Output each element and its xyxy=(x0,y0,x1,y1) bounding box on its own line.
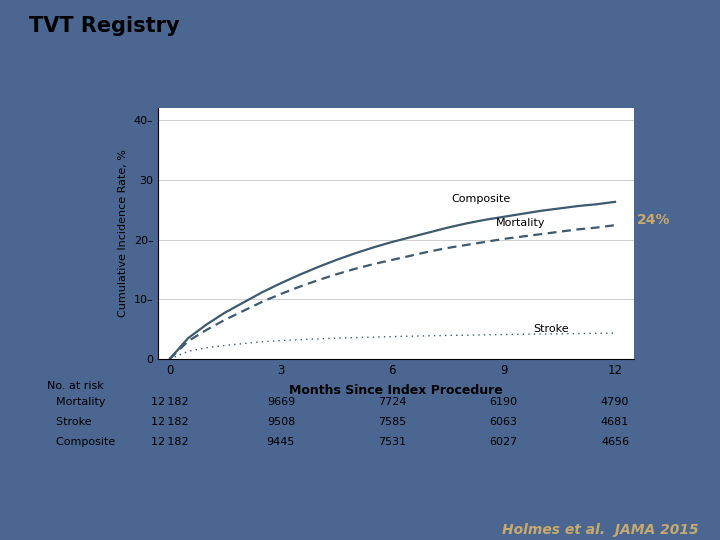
Text: Composite: Composite xyxy=(49,437,115,448)
Text: 4790: 4790 xyxy=(601,397,629,407)
Text: 4681: 4681 xyxy=(601,417,629,427)
Text: Mortality: Mortality xyxy=(496,218,546,228)
Text: Holmes et al.  JAMA 2015: Holmes et al. JAMA 2015 xyxy=(502,523,698,537)
Text: 9669: 9669 xyxy=(267,397,295,407)
Text: 6063: 6063 xyxy=(490,417,518,427)
Text: 12 182: 12 182 xyxy=(150,417,189,427)
Text: 7724: 7724 xyxy=(378,397,407,407)
Y-axis label: Cumulative Incidence Rate, %: Cumulative Incidence Rate, % xyxy=(118,150,128,318)
Text: 9508: 9508 xyxy=(267,417,295,427)
Text: Stroke: Stroke xyxy=(534,324,569,334)
Text: 7531: 7531 xyxy=(378,437,406,448)
Text: 12 182: 12 182 xyxy=(150,397,189,407)
Text: 24%: 24% xyxy=(637,213,671,227)
Text: Mortality: Mortality xyxy=(49,397,105,407)
Text: 6190: 6190 xyxy=(490,397,518,407)
Text: Composite: Composite xyxy=(451,194,511,205)
X-axis label: Months Since Index Procedure: Months Since Index Procedure xyxy=(289,384,503,397)
Text: 4656: 4656 xyxy=(601,437,629,448)
Text: 6027: 6027 xyxy=(490,437,518,448)
Text: 12 182: 12 182 xyxy=(150,437,189,448)
Text: 7585: 7585 xyxy=(378,417,406,427)
Text: 9445: 9445 xyxy=(266,437,295,448)
Text: No. at risk: No. at risk xyxy=(47,381,104,391)
Text: TVT Registry: TVT Registry xyxy=(29,16,179,36)
Text: Stroke: Stroke xyxy=(49,417,91,427)
